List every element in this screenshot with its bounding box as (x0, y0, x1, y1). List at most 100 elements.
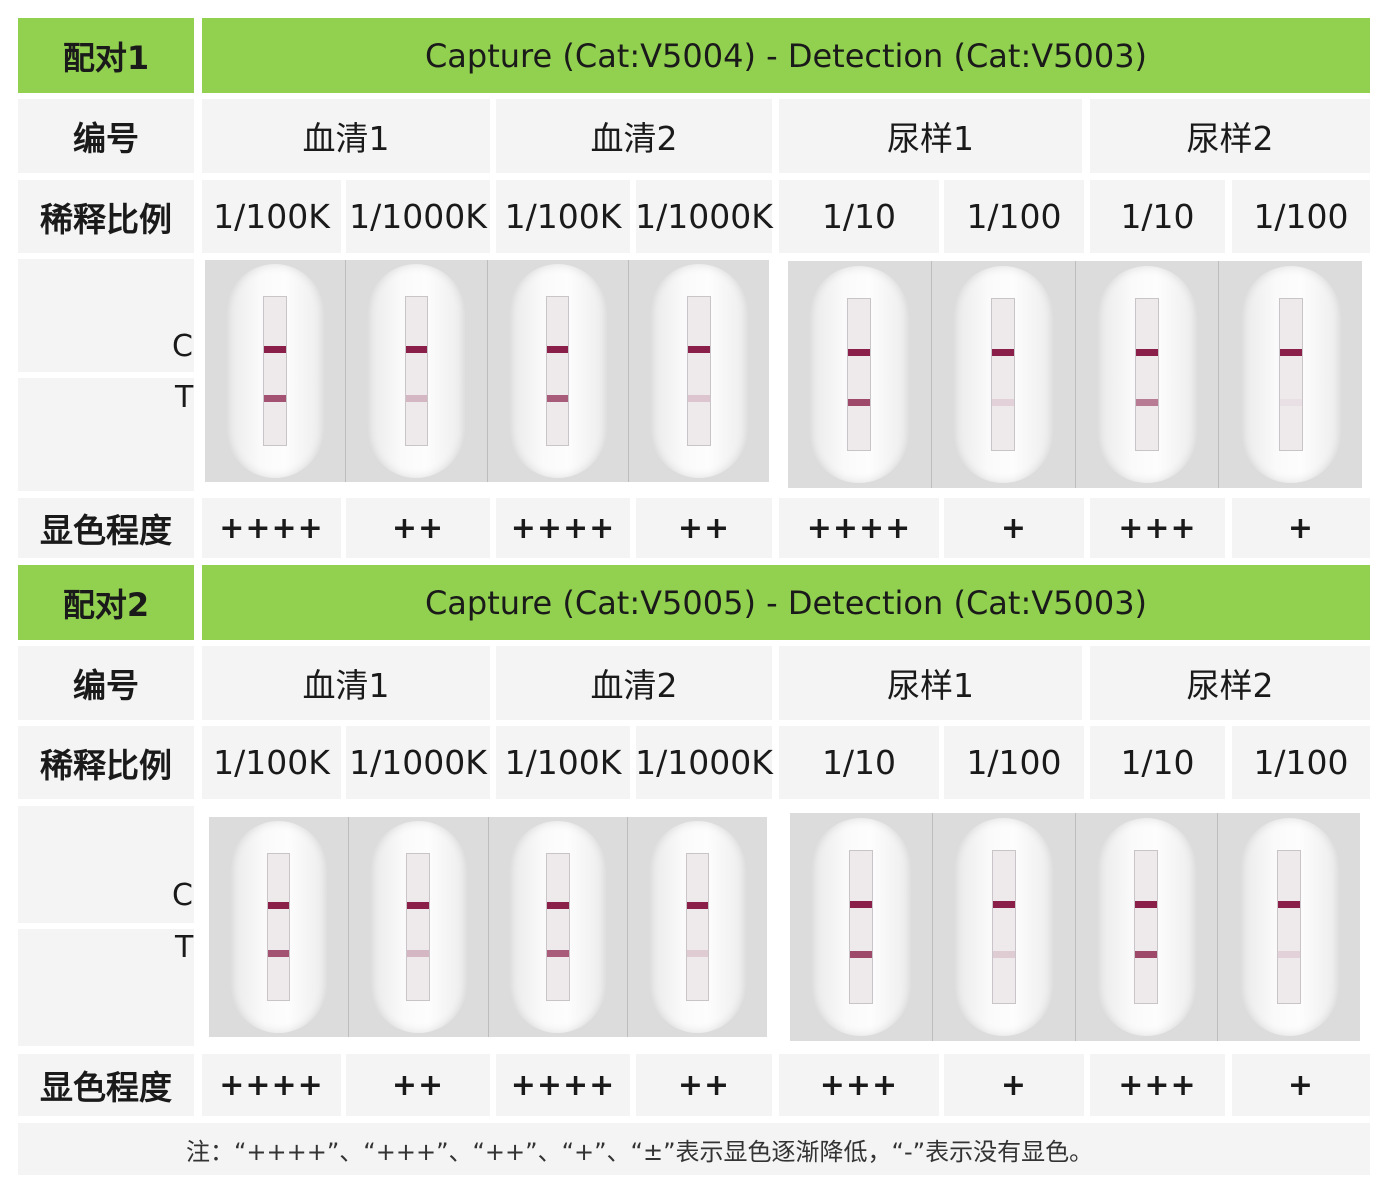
strip-cassette (509, 821, 607, 1033)
strip-photo (209, 817, 767, 1037)
dilution-value: 1/100 (944, 726, 1084, 799)
test-strip (346, 260, 488, 482)
test-band (267, 950, 290, 958)
test-strip (1219, 261, 1362, 488)
sample-name: 尿样2 (1090, 646, 1370, 720)
pair-label: 配对1 (18, 18, 194, 93)
ct-label-cell (18, 259, 194, 372)
control-band (264, 345, 286, 353)
color-degree-value: ++ (636, 1054, 772, 1116)
test-band (848, 398, 871, 406)
color-degree-value: ++++ (202, 498, 341, 558)
control-band (1135, 901, 1158, 909)
color-degree-value: ++++ (779, 498, 939, 558)
dilution-value: 1/10 (1090, 726, 1225, 799)
pair-title: Capture (Cat:V5004) - Detection (Cat:V50… (202, 18, 1370, 93)
strip-photo (788, 261, 1362, 488)
test-strip (489, 817, 629, 1037)
strip-cassette (369, 821, 467, 1033)
test-band (992, 951, 1015, 959)
test-band (1279, 398, 1302, 406)
control-band (546, 345, 569, 353)
sample-name: 血清1 (202, 99, 490, 173)
color-degree-value: ++ (346, 498, 490, 558)
strip-window (685, 853, 710, 1001)
test-strip (628, 817, 767, 1037)
strip-cassette (649, 264, 748, 478)
control-band (407, 902, 429, 910)
dilution-value: 1/10 (1090, 180, 1225, 253)
strip-cassette (1239, 817, 1339, 1037)
sample-name: 血清2 (496, 646, 772, 720)
strip-cassette (508, 264, 607, 478)
pair-title: Capture (Cat:V5005) - Detection (Cat:V50… (202, 565, 1370, 640)
strip-window (1134, 298, 1159, 451)
color-degree-label: 显色程度 (18, 498, 194, 558)
dilution-value: 1/100 (944, 180, 1084, 253)
dilution-value: 1/10 (779, 180, 939, 253)
strip-window (991, 850, 1016, 1004)
test-band (1135, 951, 1158, 959)
ct-label-cell (18, 806, 194, 923)
color-degree-value: ++++ (496, 1054, 630, 1116)
test-strip (1218, 813, 1360, 1041)
dilution-value: 1/100 (1232, 726, 1370, 799)
test-band (686, 950, 709, 958)
dilution-value: 1/1000K (635, 180, 773, 253)
control-band (848, 348, 871, 356)
strip-window (1278, 298, 1303, 451)
id-label: 编号 (18, 99, 194, 173)
control-band (992, 901, 1015, 909)
test-strip (488, 260, 629, 482)
test-strip (205, 260, 347, 482)
test-strip (1076, 261, 1220, 488)
color-degree-value: + (1232, 498, 1370, 558)
color-degree-value: ++++ (496, 498, 630, 558)
footnote: 注：“++++”、“+++”、“++”、“+”、“±”表示显色逐渐降低，“-”表… (18, 1123, 1370, 1175)
ct-label-cell (18, 929, 194, 1046)
ct-label-cell (18, 378, 194, 491)
control-band (1278, 901, 1301, 909)
strip-window (266, 853, 291, 1001)
color-degree-value: + (1232, 1054, 1370, 1116)
sample-name: 尿样2 (1090, 99, 1370, 173)
test-strip (629, 260, 769, 482)
strip-photo (790, 813, 1360, 1041)
test-band (992, 398, 1015, 406)
strip-cassette (367, 264, 466, 478)
control-band (849, 901, 872, 909)
strip-cassette (809, 265, 910, 484)
strip-window (847, 298, 872, 451)
control-band (688, 345, 710, 353)
strip-window (263, 296, 287, 446)
sample-name: 血清2 (496, 99, 772, 173)
test-line-label: T (175, 380, 194, 415)
dilution-value: 1/1000K (346, 180, 490, 253)
control-band (405, 345, 428, 353)
test-band (849, 951, 872, 959)
control-band (1135, 348, 1158, 356)
control-line-label: C (172, 878, 193, 913)
control-line-label: C (172, 329, 193, 364)
color-degree-label: 显色程度 (18, 1054, 194, 1116)
color-degree-value: +++ (779, 1054, 939, 1116)
test-band (546, 394, 569, 402)
pair-label: 配对2 (18, 565, 194, 640)
strip-window (687, 296, 711, 446)
strip-cassette (229, 821, 327, 1033)
control-band (1279, 348, 1302, 356)
strip-cassette (953, 265, 1054, 484)
color-degree-value: ++ (636, 498, 772, 558)
test-strip (933, 813, 1076, 1041)
test-band (405, 394, 428, 402)
id-label: 编号 (18, 646, 194, 720)
test-band (1278, 951, 1301, 959)
test-strip (1076, 813, 1219, 1041)
strip-window (1277, 850, 1302, 1004)
strip-window (848, 850, 873, 1004)
test-band (688, 394, 710, 402)
color-degree-value: ++++ (202, 1054, 341, 1116)
strip-window (1134, 850, 1159, 1004)
color-degree-value: + (944, 1054, 1084, 1116)
dilution-label: 稀释比例 (18, 180, 194, 253)
